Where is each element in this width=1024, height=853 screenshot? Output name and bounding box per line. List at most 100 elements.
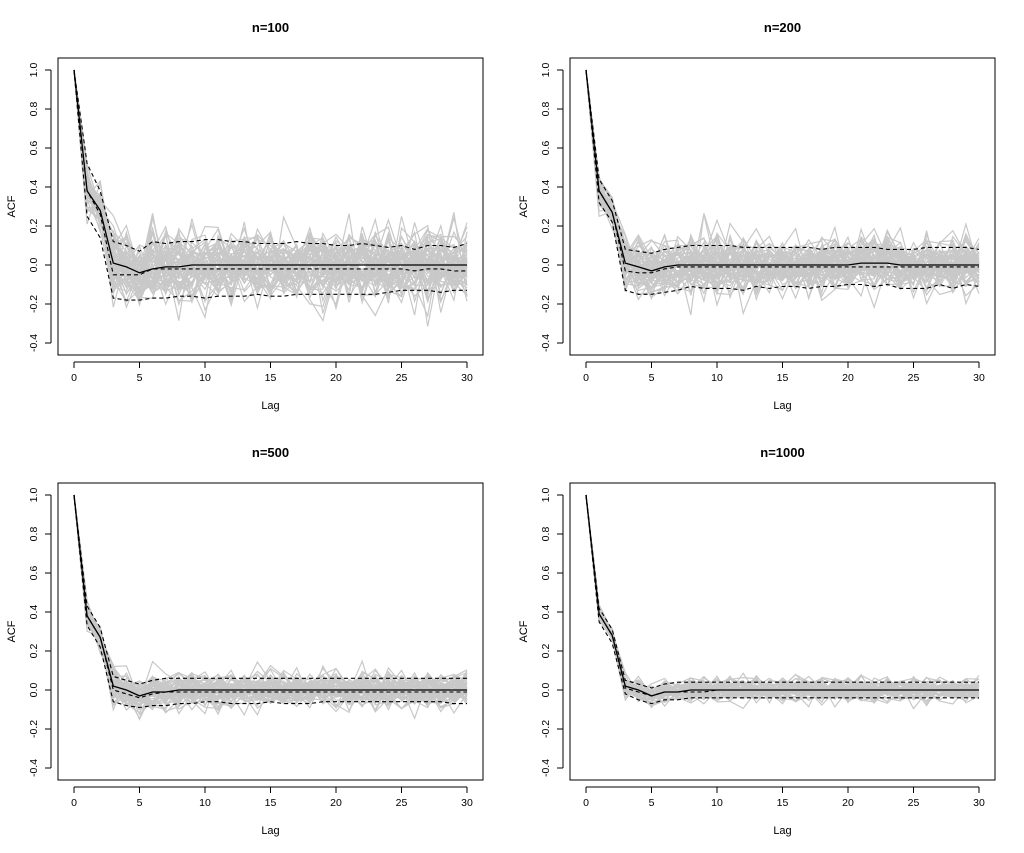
simulation-line — [585, 494, 980, 702]
simulation-line — [585, 494, 980, 704]
simulation-line — [585, 494, 980, 704]
simulation-line — [585, 494, 980, 705]
y-tick-label: 0.2 — [28, 644, 40, 659]
y-tick-label: -0.2 — [540, 295, 552, 313]
x-tick-label: 10 — [711, 372, 723, 384]
y-tick-label: -0.2 — [28, 295, 40, 313]
simulation-line — [585, 494, 980, 700]
simulation-line — [73, 494, 468, 706]
simulation-line — [585, 494, 980, 702]
simulation-line — [585, 69, 980, 301]
y-axis-label: ACF — [518, 620, 530, 642]
mean-acf-line — [73, 494, 467, 697]
y-tick-label: 0.0 — [540, 683, 552, 698]
simulation-line — [585, 494, 980, 704]
x-tick-label: 0 — [71, 372, 77, 384]
x-tick-label: 5 — [137, 797, 143, 809]
y-tick-label: -0.4 — [28, 759, 40, 777]
x-tick-label: 25 — [396, 797, 408, 809]
x-tick-label: 15 — [265, 372, 277, 384]
simulation-lines — [73, 494, 468, 721]
x-tick-label: 30 — [973, 372, 985, 384]
chart-panel-n1000: 0 5 10 15 20 25 30 -0.4 -0.2 0.0 0.2 0.4 0.6 0.8 1.0 n=… — [518, 445, 996, 837]
y-tick-label: 1.0 — [540, 488, 552, 503]
simulation-line — [73, 494, 468, 704]
x-tick-label: 10 — [199, 797, 211, 809]
panel-title: n=100 — [252, 20, 289, 35]
simulation-line — [585, 494, 980, 708]
simulation-line — [585, 494, 980, 709]
simulation-line — [585, 494, 980, 701]
x-tick-label: 5 — [137, 372, 143, 384]
plot-frame — [569, 57, 996, 356]
simulation-line — [585, 494, 980, 700]
y-axis-label: ACF — [518, 195, 530, 217]
x-tick-label: 15 — [777, 797, 789, 809]
mean-acf-line — [73, 69, 467, 274]
panel-title: n=1000 — [760, 445, 804, 460]
simulation-line — [585, 494, 980, 702]
simulation-line — [585, 494, 980, 708]
panel-title: n=500 — [252, 445, 289, 460]
simulation-line — [585, 494, 980, 702]
simulation-line — [585, 494, 980, 704]
x-tick-label: 10 — [711, 797, 723, 809]
simulation-line — [585, 69, 980, 294]
x-tick-label: 25 — [908, 372, 920, 384]
upper-band-line — [73, 494, 467, 685]
x-tick-label: 25 — [908, 797, 920, 809]
mean-acf-line — [585, 494, 979, 697]
y-tick-label: 0.4 — [28, 605, 40, 620]
plot-frame — [57, 482, 484, 781]
simulation-line — [73, 494, 468, 707]
simulation-line — [585, 494, 980, 700]
y-tick-label: 0.6 — [540, 566, 552, 581]
x-tick-label: 20 — [842, 372, 854, 384]
simulation-line — [585, 69, 980, 297]
x-tick-label: 10 — [199, 372, 211, 384]
x-tick-label: 30 — [973, 797, 985, 809]
x-tick-label: 30 — [461, 372, 473, 384]
simulation-line — [585, 494, 980, 705]
simulation-lines — [73, 69, 468, 327]
lower-band-line — [585, 494, 979, 705]
y-tick-label: 0.6 — [28, 566, 40, 581]
x-tick-label: 20 — [842, 797, 854, 809]
inner-dashed-line — [585, 494, 979, 697]
simulation-line — [585, 494, 980, 703]
y-tick-label: 0.6 — [28, 141, 40, 156]
simulation-line — [585, 494, 980, 701]
simulation-lines — [585, 494, 980, 710]
simulation-lines — [585, 69, 980, 316]
plot-frame — [569, 482, 996, 781]
x-tick-label: 5 — [649, 372, 655, 384]
simulation-line — [73, 494, 468, 703]
x-axis: 0 5 10 15 20 25 30 — [583, 786, 985, 809]
y-tick-label: 0.8 — [540, 102, 552, 117]
y-tick-label: 0.8 — [28, 102, 40, 117]
simulation-line — [585, 494, 980, 704]
simulation-line — [73, 494, 468, 706]
simulation-line — [73, 494, 468, 708]
x-axis-label: Lag — [261, 825, 279, 837]
x-axis-label: Lag — [773, 825, 791, 837]
simulation-line — [585, 494, 980, 704]
simulation-line — [585, 494, 980, 707]
simulation-line — [73, 494, 468, 704]
simulation-line — [73, 69, 468, 299]
simulation-line — [73, 494, 468, 715]
simulation-line — [73, 494, 468, 705]
mean-acf-line — [585, 69, 979, 272]
inner-dashed-line — [585, 69, 979, 274]
chart-panel-n200: 0 5 10 15 20 25 30 -0.4 -0.2 0.0 0.2 0.4 0.6 0.8 1.0 n=… — [518, 20, 996, 412]
simulation-line — [73, 69, 468, 304]
simulation-line — [73, 69, 468, 308]
chart-panel-n100: 0 5 10 15 20 25 30 -0.4 -0.2 0.0 0.2 0.4 0.6 0.8 1.0 n=… — [6, 20, 484, 412]
x-tick-label: 15 — [265, 797, 277, 809]
y-tick-label: 1.0 — [28, 63, 40, 78]
simulation-line — [585, 494, 980, 700]
y-axis-label: ACF — [6, 620, 18, 642]
simulation-line — [585, 494, 980, 699]
simulation-line — [585, 494, 980, 698]
